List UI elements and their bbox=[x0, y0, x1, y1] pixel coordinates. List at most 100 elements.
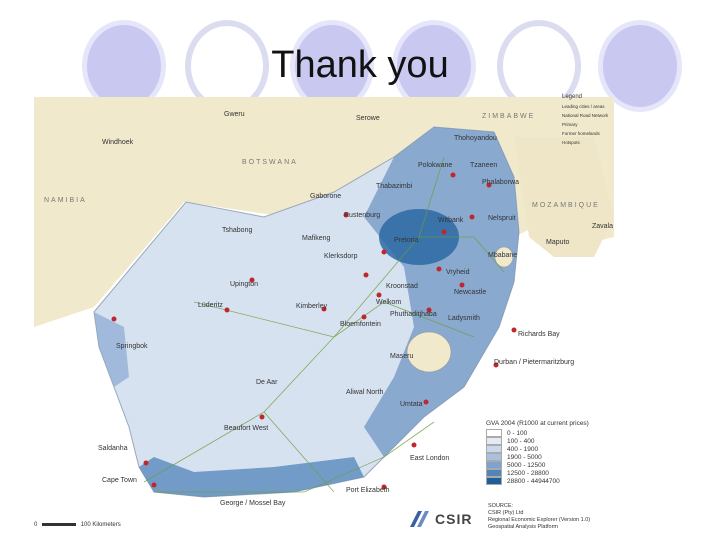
legend-top-item: Hotspots bbox=[562, 140, 580, 145]
city-label: Polokwane bbox=[418, 162, 453, 169]
city-label: Kroonstad bbox=[386, 283, 418, 290]
city-label: Windhoek bbox=[102, 139, 134, 146]
city-label: Upington bbox=[230, 281, 259, 288]
city-label: Nelspruit bbox=[488, 215, 516, 222]
map-source: SOURCE: CSIR (Pty) Ltd Regional Economic… bbox=[488, 503, 590, 531]
city-label: Springbok bbox=[116, 343, 148, 350]
city-label: Klerksdorp bbox=[324, 253, 358, 260]
gva-legend-row: 5000 - 12500 bbox=[486, 461, 620, 469]
decor-ring-2 bbox=[185, 20, 269, 112]
legend-label: 1900 - 5000 bbox=[507, 453, 542, 461]
csir-logo-text: CSIR bbox=[435, 511, 473, 527]
legend-swatch bbox=[486, 445, 502, 453]
legend-top-item: Former homelands bbox=[562, 131, 600, 136]
csir-logo: CSIR bbox=[410, 510, 472, 528]
city-label: Pretoria bbox=[394, 237, 419, 244]
legend-top-item: Leading cities / areas bbox=[562, 104, 605, 109]
scale-bar: 0 100 Kilometers bbox=[34, 522, 121, 528]
city-label: Mafikeng bbox=[302, 235, 331, 242]
city-label: Serowe bbox=[356, 115, 380, 122]
scale-bar-graphic bbox=[42, 522, 77, 526]
city-label: Mbabane bbox=[488, 252, 518, 259]
city-label: Aliwal North bbox=[346, 389, 384, 396]
legend-swatch bbox=[486, 469, 502, 477]
city-label: Zavala bbox=[592, 223, 614, 230]
city-label: Bloemfontein bbox=[340, 321, 381, 328]
city-label: Thohoyandou bbox=[454, 135, 497, 142]
legend-top-item: Primary bbox=[562, 122, 578, 127]
legend-label: 400 - 1900 bbox=[507, 445, 539, 453]
scale-unit: Kilometers bbox=[92, 522, 121, 528]
map-legend-top: Legend Leading cities / areas National R… bbox=[562, 93, 626, 147]
city-label: Port Elizabeth bbox=[346, 487, 390, 494]
city-label: Witbank bbox=[438, 217, 464, 224]
city-label: Thabazimbi bbox=[376, 183, 413, 190]
legend-swatch bbox=[486, 461, 502, 469]
csir-logo-icon bbox=[410, 511, 429, 527]
city-label: Gweru bbox=[224, 111, 245, 118]
legend-swatch bbox=[486, 453, 502, 461]
legend-label: 5000 - 12500 bbox=[507, 461, 546, 469]
gva-legend-row: 400 - 1900 bbox=[486, 445, 620, 453]
legend-label: 100 - 400 bbox=[507, 437, 535, 445]
source-line: CSIR (Pty) Ltd bbox=[488, 510, 524, 516]
gva-map: ZIMBABWE BOTSWANA NAMIBIA MOZAMBIQUE Gwe… bbox=[34, 97, 614, 517]
city-label: Cape Town bbox=[102, 477, 137, 484]
slide-title: Thank you bbox=[271, 44, 449, 86]
city-label: De Aar bbox=[256, 379, 278, 386]
decor-ring-4 bbox=[392, 20, 476, 112]
country-label-botswana: BOTSWANA bbox=[242, 159, 298, 166]
city-label: Tshabong bbox=[222, 227, 253, 234]
city-label: Richards Bay bbox=[518, 331, 560, 338]
lesotho bbox=[406, 331, 452, 373]
city-label: Umtata bbox=[400, 401, 423, 408]
road-network bbox=[143, 156, 505, 493]
gva-legend-row: 1900 - 5000 bbox=[486, 453, 620, 461]
city-label: Tzaneen bbox=[470, 162, 498, 169]
legend-top-title: Legend bbox=[562, 94, 583, 100]
city-label: Saldanha bbox=[98, 445, 128, 452]
source-line: SOURCE: bbox=[488, 503, 514, 509]
west-coast-band bbox=[94, 312, 129, 387]
city-label: East London bbox=[410, 455, 450, 462]
city-label: Phuthaditjhaba bbox=[390, 311, 437, 318]
swaziland bbox=[494, 246, 514, 268]
city-label: Maseru bbox=[390, 353, 414, 360]
legend-label: 12500 - 28800 bbox=[507, 469, 549, 477]
city-markers bbox=[111, 172, 517, 490]
city-label: Newcastle bbox=[454, 289, 487, 296]
city-label: Lüderitz bbox=[198, 302, 223, 309]
gva-legend-rows: 0 - 100 100 - 400 400 - 1900 1900 - 5000 500… bbox=[486, 429, 620, 485]
legend-swatch bbox=[486, 477, 502, 485]
city-label: Rustenburg bbox=[344, 212, 381, 219]
legend-label: 28800 - 44944700 bbox=[507, 477, 560, 485]
city-label: Maputo bbox=[546, 239, 570, 246]
mozambique-land bbox=[514, 137, 614, 257]
scale-start: 0 bbox=[34, 522, 38, 528]
country-label-zimbabwe: ZIMBABWE bbox=[482, 113, 536, 120]
source-line: Geospatial Analysis Platform bbox=[488, 524, 559, 530]
gva-legend: GVA 2004 (R1000 at current prices) 0 - 1… bbox=[486, 420, 620, 485]
legend-top-item: National Road Network bbox=[562, 113, 609, 118]
scale-end: 100 bbox=[80, 522, 91, 528]
gva-legend-row: 0 - 100 bbox=[486, 429, 620, 437]
legend-swatch bbox=[486, 429, 502, 437]
gva-legend-row: 100 - 400 bbox=[486, 437, 620, 445]
city-label: Beaufort West bbox=[224, 425, 269, 432]
country-label-namibia: NAMIBIA bbox=[44, 197, 87, 204]
city-label: Phalaborwa bbox=[482, 179, 519, 186]
city-label: Ladysmith bbox=[448, 315, 480, 322]
decor-ring-1 bbox=[82, 20, 166, 112]
city-label: Gaborone bbox=[310, 193, 342, 200]
gva-legend-title: GVA 2004 (R1000 at current prices) bbox=[486, 420, 589, 427]
legend-swatch bbox=[486, 437, 502, 445]
source-line: Regional Economic Explorer (Version 1.0) bbox=[488, 517, 591, 523]
gva-legend-row: 12500 - 28800 bbox=[486, 469, 620, 477]
country-label-mozambique: MOZAMBIQUE bbox=[532, 202, 600, 209]
decor-ring-6 bbox=[598, 20, 682, 112]
high-gva-east bbox=[364, 127, 519, 457]
gva-legend-row: 28800 - 44944700 bbox=[486, 477, 620, 485]
city-label: Welkom bbox=[376, 299, 402, 306]
city-label: Durban / Pietermaritzburg bbox=[494, 359, 575, 366]
city-label: George / Mossel Bay bbox=[220, 500, 286, 507]
